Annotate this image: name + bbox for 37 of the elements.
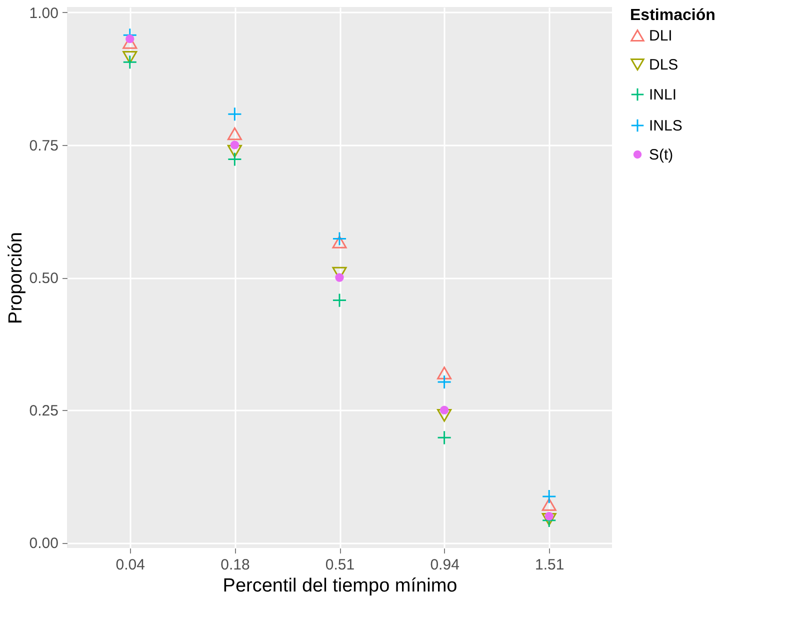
legend-label: DLS <box>649 56 678 74</box>
y-tick-label: 1.00 <box>29 4 58 22</box>
y-tick-label: 0.75 <box>29 137 58 154</box>
legend-title: Estimación <box>630 7 716 24</box>
point <box>542 489 556 504</box>
y-axis-title: Proporción <box>5 232 26 324</box>
legend-label: S(t) <box>649 146 674 164</box>
x-tick-label: 0.04 <box>116 556 145 574</box>
point <box>332 236 347 248</box>
point <box>126 34 134 44</box>
point <box>227 106 242 122</box>
point <box>122 50 138 64</box>
x-tick-label: 0.18 <box>220 556 250 574</box>
x-tick-label: 0.51 <box>325 556 355 574</box>
point <box>437 374 452 390</box>
point <box>227 144 242 158</box>
point <box>122 54 138 70</box>
point <box>227 152 242 166</box>
point <box>230 140 240 150</box>
point <box>437 366 452 380</box>
y-tick-label: 0.00 <box>29 535 58 552</box>
y-tick-label: 0.50 <box>29 270 58 287</box>
x-tick-label: 1.51 <box>535 556 564 574</box>
point <box>332 293 347 308</box>
point <box>437 409 452 422</box>
point <box>542 498 556 511</box>
y-tick-label: 0.25 <box>29 402 58 420</box>
point <box>227 127 242 140</box>
legend-label: DLI <box>649 28 672 44</box>
point <box>437 430 452 445</box>
point <box>440 406 449 414</box>
point <box>335 273 344 282</box>
x-axis-title: Percentil del tiempo mínimo <box>222 576 458 596</box>
x-tick-label: 0.94 <box>430 556 460 574</box>
legend-label: INLS <box>649 118 682 134</box>
legend-label: INLI <box>649 86 677 104</box>
point <box>332 232 347 246</box>
